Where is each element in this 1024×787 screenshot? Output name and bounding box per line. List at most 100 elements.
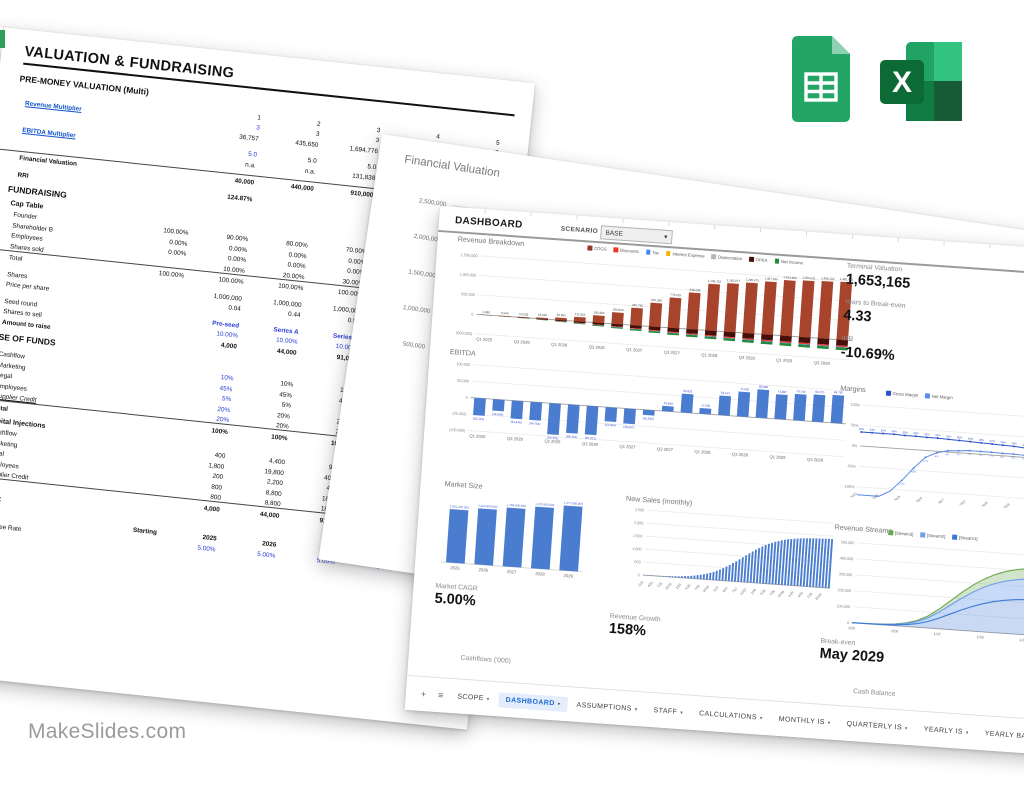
cell: 44,000 [219,506,279,519]
svg-text:1,450,011: 1,450,011 [802,276,816,281]
svg-text:13,525: 13,525 [519,312,529,317]
legend-item: Net Income [774,258,803,265]
svg-text:33%: 33% [902,430,908,434]
cashflows-label: Cashflows ('000) [460,655,511,665]
svg-text:111,563: 111,563 [575,312,586,317]
svg-text:7/26: 7/26 [694,584,701,591]
svg-text:2027: 2027 [507,569,517,575]
svg-text:Q3 2026: Q3 2026 [911,496,923,507]
chevron-down-icon: ▾ [635,706,638,712]
svg-text:Q3 2027: Q3 2027 [664,349,681,355]
svg-text:-77%: -77% [898,482,905,486]
svg-text:300,000: 300,000 [838,572,852,577]
svg-text:3%: 3% [945,452,950,456]
scenario-label: SCENARIO [560,225,598,235]
svg-text:26%: 26% [1000,440,1006,444]
sheet-tab-yearly-is[interactable]: YEARLY IS▾ [916,721,976,740]
svg-text:0: 0 [637,573,639,577]
svg-text:1,000: 1,000 [632,547,642,552]
cell: 4,000 [160,500,220,513]
google-sheets-icon [792,36,850,127]
sheet-tab-scope[interactable]: SCOPE▾ [450,688,497,706]
chevron-down-icon: ▾ [760,715,763,721]
cell: 131,838 [315,168,375,181]
svg-text:4/25: 4/25 [647,581,654,588]
cell [100,501,160,507]
svg-text:1,468,102: 1,468,102 [821,276,835,281]
sheet-tab-monthly-is[interactable]: MONTHLY IS▾ [771,711,838,731]
svg-text:1/26: 1/26 [891,629,898,633]
svg-text:10/29: 10/29 [814,592,823,601]
svg-text:(15,542): (15,542) [643,416,654,421]
cell [96,540,156,546]
svg-text:1,000,000: 1,000,000 [459,273,476,278]
svg-text:10/27: 10/27 [739,587,748,596]
svg-text:1/27: 1/27 [934,632,941,636]
svg-text:(54,754): (54,754) [529,421,540,426]
kpi-value: 158% [608,621,646,640]
svg-text:15,844: 15,844 [663,401,673,406]
sheet-tab-staff[interactable]: STAFF▾ [646,702,691,720]
svg-text:Q3 2029: Q3 2029 [814,360,831,366]
svg-text:296,609: 296,609 [613,307,624,312]
plus-icon[interactable]: + [416,689,432,700]
svg-text:82,270: 82,270 [815,390,825,395]
svg-text:Q3 2028: Q3 2028 [999,502,1011,512]
svg-text:(34,554): (34,554) [492,412,503,417]
sheet-tab-calculations[interactable]: CALCULATIONS▾ [692,705,771,725]
svg-text:607,356: 607,356 [651,298,662,303]
svg-text:Q1 2026: Q1 2026 [551,342,568,348]
menu-icon[interactable]: ≡ [433,690,449,701]
svg-text:79,744: 79,744 [796,389,806,394]
svg-text:Q1 2029: Q1 2029 [1020,504,1024,513]
svg-text:Q3 2029: Q3 2029 [807,457,824,463]
cell: 100.00% [243,279,303,292]
svg-text:7%: 7% [989,454,994,458]
green-corner-mark [0,30,5,48]
cell: 4,000 [177,337,237,350]
svg-text:2029: 2029 [563,573,573,579]
legend-item: Tax [646,249,660,255]
excel-icon: X [880,42,962,126]
svg-text:Q3 2028: Q3 2028 [732,451,749,457]
svg-text:2028: 2028 [535,571,545,577]
svg-text:1,051,200,000: 1,051,200,000 [450,504,470,509]
sheet-tab-yearly-balance[interactable]: YEARLY BALANCE▾ [977,725,1024,746]
svg-text:85,882: 85,882 [759,385,769,390]
svg-text:2026: 2026 [478,567,488,573]
cell: 440,000 [254,179,314,192]
svg-text:28%: 28% [979,438,985,442]
sheet-tab-assumptions[interactable]: ASSUMPTIONS▾ [569,697,645,717]
sheet-tab-quarterly-is[interactable]: QUARTERLY IS▾ [839,716,915,736]
svg-text:34%: 34% [859,427,865,431]
svg-text:500,000: 500,000 [461,292,475,297]
svg-text:185,894: 185,894 [594,310,605,315]
kpi-value: May 2029 [819,646,884,666]
cell [312,209,372,215]
legend-item: Depreciation [711,254,742,261]
svg-text:50,000: 50,000 [457,379,469,384]
svg-text:1,357,630: 1,357,630 [764,276,778,281]
svg-text:34%: 34% [870,428,876,432]
chevron-down-icon: ▾ [487,696,490,702]
cell: 0.91 [300,312,360,325]
svg-text:4/29: 4/29 [797,591,804,598]
chevron-down-icon: ▾ [966,729,969,735]
svg-text:400,000: 400,000 [840,556,854,561]
svg-text:74,887: 74,887 [777,389,787,394]
cell [108,423,168,429]
svg-text:-4%: -4% [934,454,940,458]
svg-text:2,000: 2,000 [634,521,644,526]
sheet-tab-dashboard[interactable]: DASHBOARD▾ [498,692,568,712]
svg-text:0: 0 [847,621,849,625]
svg-text:1/26: 1/26 [675,583,682,590]
chart-title: Margins [840,383,866,394]
cell [133,190,193,196]
svg-text:Q1 2028: Q1 2028 [701,352,718,358]
svg-text:34%: 34% [891,429,897,433]
svg-text:17,046: 17,046 [701,403,711,408]
cell: 100% [227,429,287,442]
svg-text:56,831: 56,831 [683,389,693,394]
